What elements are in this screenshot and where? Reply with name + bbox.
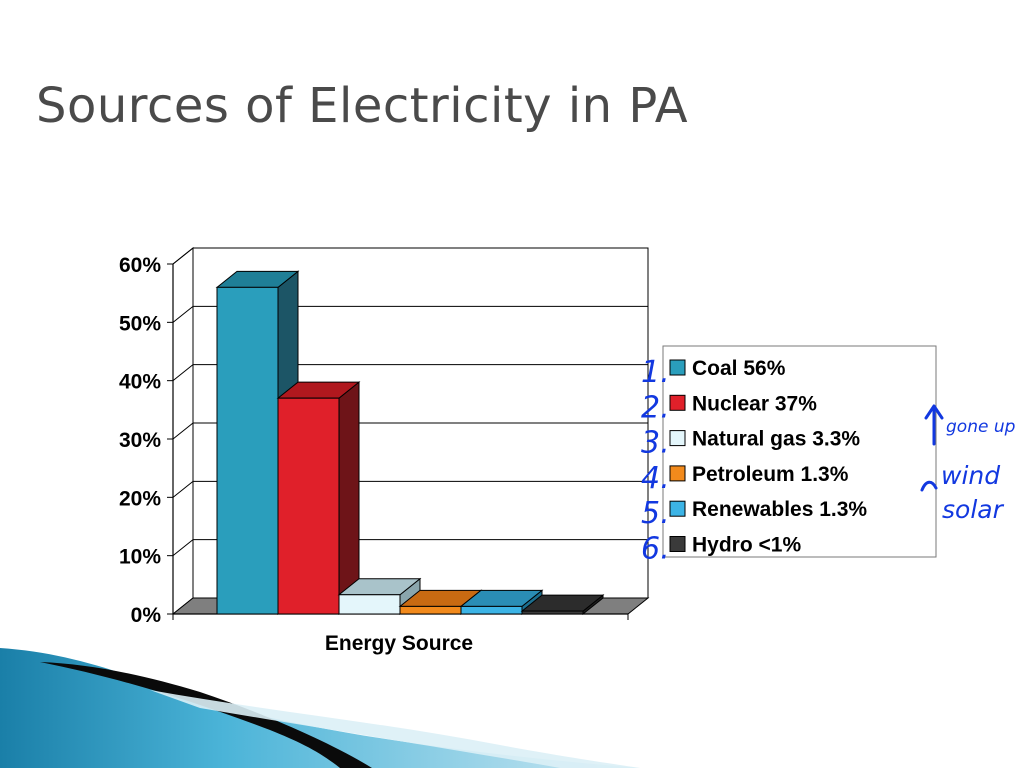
legend-item: Renewables 1.3% [669, 498, 867, 521]
legend-swatch [669, 500, 686, 517]
y-tick-label: 20% [119, 487, 161, 510]
legend-swatch [669, 430, 686, 447]
bar-front [216, 286, 279, 615]
annotation-number: 6. [641, 532, 670, 567]
bar-front [521, 610, 584, 615]
bar-3 [337, 577, 422, 616]
gridline-side [172, 422, 194, 440]
bars [215, 270, 605, 616]
y-tick-label: 40% [119, 371, 161, 394]
legend-item: Petroleum 1.3% [669, 463, 849, 486]
annotation-number: 4. [641, 461, 670, 496]
legend-label: Natural gas 3.3% [692, 428, 860, 451]
legend-swatch [669, 465, 686, 482]
legend: Coal 56% Nuclear 37% Natural gas 3.3% Petro… [662, 345, 937, 558]
x-axis-title: Energy Source [325, 632, 473, 655]
bar-6 [520, 594, 605, 616]
bar-2 [276, 381, 361, 616]
annotation-wind: wind [941, 461, 1000, 490]
legend-label: Renewables 1.3% [692, 498, 867, 521]
slide-title: Sources of Electricity in PA [36, 78, 689, 134]
handwritten-annotations: 1.2.3.4.5.6. gone up wind solar [641, 355, 1016, 567]
annotation-gone-up: gone up [946, 417, 1016, 437]
annotation-number: 5. [641, 496, 670, 531]
bar-front [277, 397, 340, 615]
gridline-side [172, 364, 194, 382]
gridline-side [172, 247, 194, 265]
annotation-solar: solar [942, 495, 1005, 524]
legend-item: Nuclear 37% [669, 392, 817, 415]
bar-front [338, 594, 401, 615]
legend-item: Natural gas 3.3% [669, 428, 860, 451]
gridline-side [172, 480, 194, 498]
arrow-up-icon [924, 404, 944, 446]
y-tick-label: 60% [119, 254, 161, 277]
annotation-number: 1. [641, 355, 670, 390]
legend-box [662, 345, 937, 558]
gridline-side [172, 539, 194, 557]
gridline-side [172, 305, 194, 323]
legend-label: Nuclear 37% [692, 392, 817, 415]
tilde-mark [920, 480, 938, 492]
legend-label: Hydro <1% [692, 534, 801, 557]
y-tick-label: 30% [119, 429, 161, 452]
bar-5 [459, 589, 544, 616]
y-tick-label: 0% [131, 604, 162, 627]
legend-label: Petroleum 1.3% [692, 463, 849, 486]
bar-front [460, 605, 523, 615]
legend-label: Coal 56% [692, 357, 786, 380]
annotation-number: 2. [641, 390, 670, 425]
legend-swatch [669, 394, 686, 411]
y-axis-tick-labels: 0% 10% 20% 30% 40% 50% 60% [119, 254, 161, 627]
bar-front [399, 605, 462, 615]
legend-swatch [669, 359, 686, 376]
legend-item: Hydro <1% [669, 534, 801, 557]
annotation-number: 3. [641, 426, 670, 461]
y-tick-label: 10% [119, 546, 161, 569]
bar-side [338, 381, 360, 616]
y-tick-label: 50% [119, 312, 161, 335]
slide-decoration [0, 648, 640, 768]
legend-swatch [669, 536, 686, 552]
plot-area: 0% 10% 20% 30% 40% 50% 60% Energy Source [119, 246, 650, 655]
legend-item: Coal 56% [669, 357, 786, 380]
